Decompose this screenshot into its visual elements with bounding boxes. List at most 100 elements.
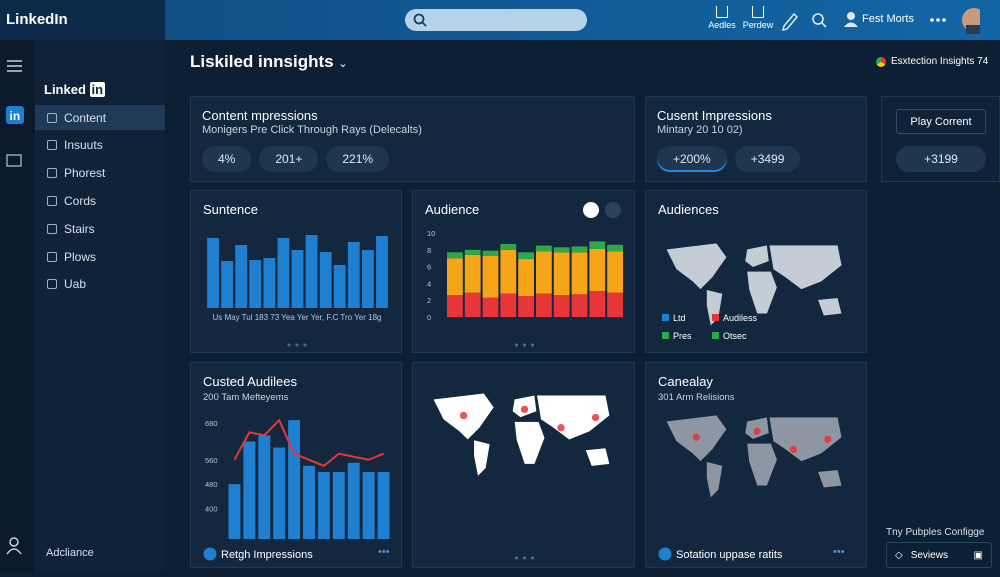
info-icon[interactable] xyxy=(605,202,621,218)
top-nav-icon xyxy=(716,6,728,18)
continent xyxy=(536,394,611,441)
bar-segment xyxy=(589,290,606,317)
legend-swatch xyxy=(712,314,719,321)
profile-icon[interactable] xyxy=(847,12,855,20)
chart-panel: Canealay 301 Arm Relisions Sotation uppase… xyxy=(645,362,867,568)
nav-item[interactable]: Uab xyxy=(35,272,165,297)
search-icon[interactable] xyxy=(812,13,824,25)
pill[interactable]: 201+ xyxy=(259,146,319,172)
pill[interactable]: 221% xyxy=(326,146,390,172)
pill[interactable]: +200% xyxy=(657,146,727,172)
edit-icon[interactable] xyxy=(781,12,799,32)
chart-footer: Sotation uppase ratits xyxy=(676,549,783,561)
profile-name[interactable]: Fest Morts xyxy=(862,13,914,25)
legend-label: Otsec xyxy=(723,331,747,341)
chart-title: Canealay xyxy=(658,374,713,389)
y-tick-label: 10 xyxy=(427,229,435,238)
pill-row: 4% 201+ 221% xyxy=(202,146,397,172)
nav-item[interactable]: Stairs xyxy=(35,216,165,241)
legend-swatch xyxy=(662,332,669,339)
bar xyxy=(258,435,271,539)
side-button[interactable]: ◇ Seviews ▣ xyxy=(886,542,992,568)
legend-swatch xyxy=(662,314,669,321)
nav-item[interactable]: Insuuts xyxy=(35,133,165,158)
top-nav-item[interactable]: Perdew xyxy=(741,6,775,30)
pager-dot xyxy=(514,556,519,560)
chart: Audience 0 2 4 6 8 10 xyxy=(425,202,623,347)
top-nav-label: Aedles xyxy=(708,20,736,30)
pager-dot xyxy=(530,343,535,347)
pill[interactable]: +3499 xyxy=(734,146,801,172)
bar-segment xyxy=(482,297,499,317)
continent xyxy=(744,244,770,268)
legend-label: Audiless xyxy=(723,313,758,323)
y-tick-label: 680 xyxy=(205,419,218,428)
chart-footer: Retgh Impressions xyxy=(221,549,313,561)
more-icon: ••• xyxy=(378,546,390,558)
logo[interactable]: LinkedIn xyxy=(6,11,68,28)
card-title: Content mpressions xyxy=(202,108,318,123)
bar-segment xyxy=(464,249,481,255)
nav-item[interactable]: Phorest xyxy=(35,161,165,186)
nav-label: Cords xyxy=(64,193,97,208)
nav-item[interactable]: Content xyxy=(35,105,165,130)
header-right-text: Esxtection Insights 74 xyxy=(891,56,989,67)
pill[interactable]: +3199 xyxy=(896,146,986,172)
card-subtitle: Monigers Pre Click Through Rays (Delecal… xyxy=(202,124,422,136)
side-button-text: Seviews xyxy=(910,549,948,561)
chart-subtitle: 301 Arm Relisions xyxy=(658,392,735,403)
search-box[interactable] xyxy=(405,9,587,31)
y-tick-label: 6 xyxy=(427,263,431,272)
nav-label: Plows xyxy=(64,249,97,264)
card-button[interactable]: Play Corrent xyxy=(896,109,986,134)
bar xyxy=(361,250,374,308)
pill[interactable]: 4% xyxy=(202,146,252,172)
chart: Custed Audilees 200 Tam Mefteyems 400 480 56… xyxy=(203,374,390,561)
pager-dot xyxy=(303,343,307,347)
bar-segment xyxy=(536,293,552,317)
bar xyxy=(362,471,375,539)
chart-title: Audiences xyxy=(658,202,719,217)
top-icons xyxy=(781,8,980,34)
sidebar-logo-mark: in xyxy=(89,82,106,97)
bar-segment xyxy=(536,245,552,252)
bar-segment xyxy=(607,244,623,252)
bar-segment xyxy=(500,293,517,317)
nav-icon xyxy=(47,112,57,123)
nav-item[interactable]: Cords xyxy=(35,188,165,213)
continent xyxy=(584,447,611,467)
bar-segment xyxy=(447,295,463,317)
sidebar-footer[interactable]: Adcliance xyxy=(46,547,94,559)
continent xyxy=(746,271,778,315)
chart: Canealay 301 Arm Relisions Sotation uppase… xyxy=(658,374,845,561)
bar-segment xyxy=(553,247,570,253)
continent xyxy=(473,439,491,477)
bar-segment xyxy=(553,295,570,317)
nav-item[interactable]: Plows xyxy=(35,244,165,269)
bar xyxy=(319,252,332,308)
bar-segment xyxy=(607,292,623,317)
side-title: Tny Pubples Configge xyxy=(886,527,985,538)
top-nav-item[interactable]: Aedles xyxy=(705,6,739,30)
continent xyxy=(746,443,778,487)
bar xyxy=(291,250,304,308)
continent xyxy=(817,297,843,317)
toggle[interactable] xyxy=(583,202,599,218)
header-right[interactable]: Esxtection Insights 74 xyxy=(876,56,988,67)
card: Cusent Impressions Mintary 20 10 02) +200%… xyxy=(645,96,867,182)
world-map xyxy=(665,242,843,327)
pager-dot xyxy=(522,343,527,347)
card-title: Cusent Impressions xyxy=(657,108,772,123)
world-map xyxy=(665,414,843,499)
nav-label: Phorest xyxy=(64,166,106,181)
bar xyxy=(277,238,290,308)
hotspot xyxy=(789,445,797,454)
bar xyxy=(235,245,248,308)
bar-segment xyxy=(464,292,481,317)
chart-subtitle: 200 Tam Mefteyems xyxy=(203,392,289,403)
bar-segment xyxy=(553,252,570,296)
chart: Suntence Us May Tul 183 73 Yea Yer Yer, F… xyxy=(203,202,388,347)
page-title[interactable]: Liskiled innsights ⌄ xyxy=(190,52,348,71)
chart: Audiences Ltd Audiless Pres Otsec xyxy=(658,202,843,341)
